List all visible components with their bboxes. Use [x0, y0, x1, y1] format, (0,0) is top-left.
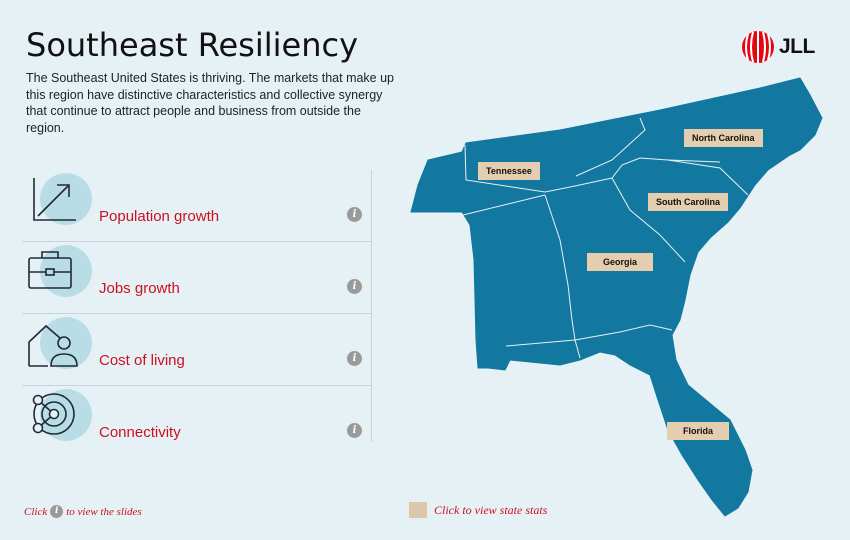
metric-label: Population growth [99, 208, 220, 225]
state-tag-florida[interactable]: Florida [667, 422, 730, 440]
info-icon[interactable]: i [347, 207, 362, 222]
state-borders [462, 117, 749, 359]
state-tag-tennessee[interactable]: Tennessee [478, 162, 540, 180]
slides-hint-after: to view the slides [66, 505, 142, 518]
state-tag-swatch [409, 502, 427, 518]
growth-arrow-icon [33, 173, 92, 225]
info-icon: i [50, 505, 64, 518]
home-person-icon [28, 317, 92, 369]
state-stats-hint-text: Click to view state stats [434, 502, 548, 517]
metric-connectivity[interactable]: Connectivity i [22, 386, 371, 458]
slides-hint-before: Click [24, 505, 48, 518]
state-stats-hint: Click to view state stats [409, 502, 547, 518]
metric-label: Jobs growth [99, 280, 180, 297]
info-icon[interactable]: i [347, 279, 362, 294]
briefcase-icon [28, 245, 92, 297]
info-icon[interactable]: i [347, 423, 362, 438]
metric-jobs-growth[interactable]: Jobs growth i [22, 242, 371, 314]
info-icon[interactable]: i [347, 351, 362, 366]
metric-label: Cost of living [99, 352, 185, 369]
metric-population-growth[interactable]: Population growth i [22, 170, 371, 242]
state-tag-north-carolina[interactable]: North Carolina [684, 129, 763, 147]
state-tag-georgia[interactable]: Georgia [587, 253, 654, 271]
intro-paragraph: The Southeast United States is thriving.… [26, 71, 395, 135]
metrics-list: Population growth i Jobs growth i Cost o… [22, 170, 372, 442]
jll-logo-text: JLL [779, 35, 815, 58]
metric-cost-of-living[interactable]: Cost of living i [22, 314, 371, 386]
jll-logo: JLL [741, 30, 821, 64]
state-tag-south-carolina[interactable]: South Carolina [648, 193, 729, 211]
page-title: Southeast Resiliency [26, 26, 359, 64]
slides-hint: Click i to view the slides [24, 505, 142, 518]
network-icon [32, 389, 92, 441]
metric-label: Connectivity [99, 424, 181, 441]
jll-logo-mark-icon [742, 31, 774, 63]
